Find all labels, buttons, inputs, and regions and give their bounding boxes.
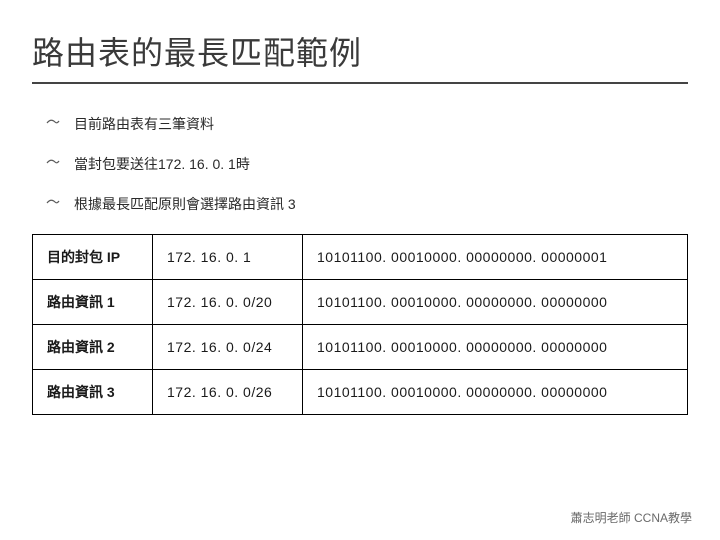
cell-value: 172. 16. 0. 1: [153, 235, 303, 280]
slide-title: 路由表的最長匹配範例: [0, 0, 720, 82]
cell-binary: 10101100. 00010000. 00000000. 00000001: [303, 235, 688, 280]
bullet-text: 根據最長匹配原則會選擇路由資訊 3: [74, 194, 296, 214]
cell-label: 路由資訊 2: [33, 325, 153, 370]
list-item: 當封包要送往172. 16. 0. 1時: [46, 154, 720, 174]
bullet-icon: [46, 117, 60, 131]
table-row: 路由資訊 1 172. 16. 0. 0/20 10101100. 000100…: [33, 280, 688, 325]
table-row: 路由資訊 3 172. 16. 0. 0/26 10101100. 000100…: [33, 370, 688, 415]
table: 目的封包 IP 172. 16. 0. 1 10101100. 00010000…: [32, 234, 688, 415]
table-row: 路由資訊 2 172. 16. 0. 0/24 10101100. 000100…: [33, 325, 688, 370]
list-item: 目前路由表有三筆資料: [46, 114, 720, 134]
cell-binary: 10101100. 00010000. 00000000. 00000000: [303, 280, 688, 325]
cell-value: 172. 16. 0. 0/20: [153, 280, 303, 325]
table-row: 目的封包 IP 172. 16. 0. 1 10101100. 00010000…: [33, 235, 688, 280]
cell-value: 172. 16. 0. 0/26: [153, 370, 303, 415]
title-underline: [32, 82, 688, 84]
cell-binary: 10101100. 00010000. 00000000. 00000000: [303, 325, 688, 370]
cell-label: 路由資訊 1: [33, 280, 153, 325]
cell-label: 路由資訊 3: [33, 370, 153, 415]
cell-value: 172. 16. 0. 0/24: [153, 325, 303, 370]
bullet-text: 目前路由表有三筆資料: [74, 114, 214, 134]
cell-binary: 10101100. 00010000. 00000000. 00000000: [303, 370, 688, 415]
cell-label: 目的封包 IP: [33, 235, 153, 280]
bullet-icon: [46, 157, 60, 171]
footer-credit: 蕭志明老師 CCNA教學: [571, 509, 692, 526]
bullet-icon: [46, 197, 60, 211]
routing-table: 目的封包 IP 172. 16. 0. 1 10101100. 00010000…: [32, 234, 688, 415]
list-item: 根據最長匹配原則會選擇路由資訊 3: [46, 194, 720, 214]
bullet-list: 目前路由表有三筆資料 當封包要送往172. 16. 0. 1時 根據最長匹配原則…: [46, 114, 720, 214]
bullet-text: 當封包要送往172. 16. 0. 1時: [74, 154, 250, 174]
